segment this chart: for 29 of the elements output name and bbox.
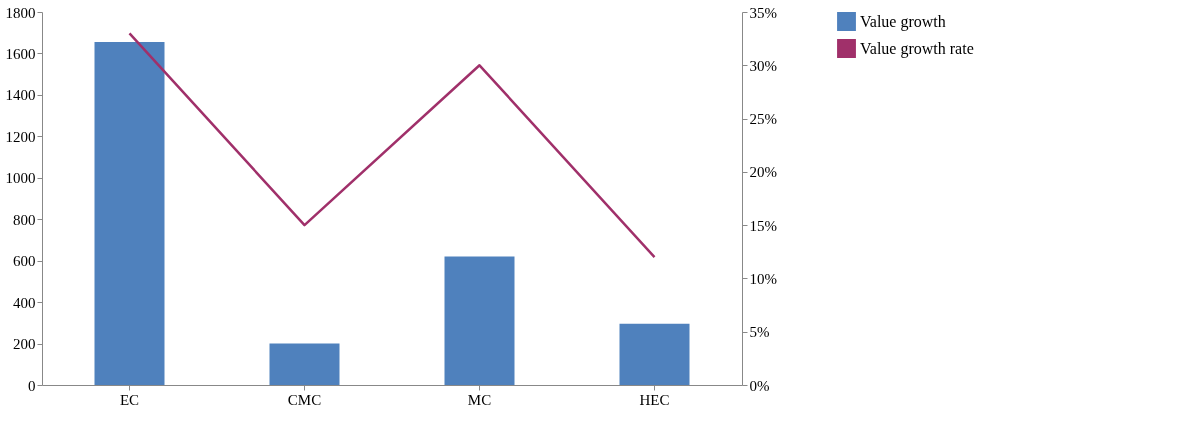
x-tick-label: CMC — [287, 391, 322, 408]
y2-tick-label: 0% — [749, 377, 770, 394]
y-tick-label: 1600 — [5, 45, 36, 62]
y2-tick-label: 10% — [749, 270, 777, 287]
y-tick-label: 0 — [28, 377, 36, 394]
y2-tick-label: 5% — [749, 324, 770, 341]
y-tick-label: 1800 — [5, 4, 36, 21]
y2-tick-label: 30% — [749, 57, 777, 74]
bar — [269, 343, 340, 385]
y2-tick-label: 15% — [749, 217, 777, 234]
bar — [444, 256, 515, 385]
bar — [94, 42, 165, 385]
x-tick-label: MC — [467, 391, 492, 408]
line-series — [128, 32, 656, 259]
y2-tick-label: 25% — [749, 111, 777, 128]
x-tick-label: EC — [119, 391, 140, 408]
y-tick-label: 1400 — [5, 87, 36, 104]
legend-label: Value growth — [860, 12, 946, 31]
y-tick-label: 600 — [13, 253, 36, 270]
legend-label: Value growth rate — [860, 39, 974, 58]
y-tick-label: 400 — [13, 294, 36, 311]
y-tick-label: 1000 — [5, 170, 36, 187]
y-tick-label: 800 — [13, 211, 36, 228]
y-tick-label: 200 — [13, 336, 36, 353]
y2-tick-label: 35% — [749, 4, 777, 21]
bar — [619, 323, 690, 385]
y-tick-label: 1200 — [5, 128, 36, 145]
y2-tick-label: 20% — [749, 164, 777, 181]
x-tick-label: HEC — [639, 391, 670, 408]
